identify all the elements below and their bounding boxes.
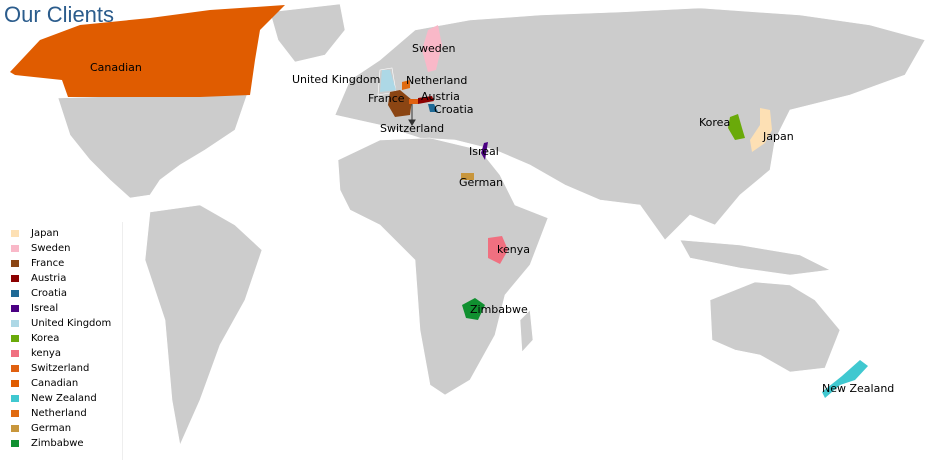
north-america xyxy=(57,91,249,199)
legend-label: Zimbabwe xyxy=(31,438,84,449)
legend-item-croatia[interactable]: Croatia xyxy=(0,286,122,301)
region-newzealand[interactable] xyxy=(822,360,868,398)
legend-swatch xyxy=(11,335,19,342)
region-croatia[interactable] xyxy=(428,104,438,112)
legend-item-france[interactable]: France xyxy=(0,256,122,271)
legend-swatch xyxy=(11,230,19,237)
label-israel: Isreal xyxy=(469,145,499,158)
legend-label: Croatia xyxy=(31,288,67,299)
region-austria[interactable] xyxy=(418,96,434,104)
region-israel[interactable] xyxy=(481,142,488,160)
legend-item-canada[interactable]: Canadian xyxy=(0,376,122,391)
region-german[interactable] xyxy=(461,173,474,180)
label-netherland: Netherland xyxy=(406,74,468,87)
legend-label: Korea xyxy=(31,333,60,344)
label-croatia: Croatia xyxy=(434,103,474,116)
region-switzerland[interactable] xyxy=(409,99,418,104)
legend-swatch xyxy=(11,350,19,357)
label-austria: Austria xyxy=(421,90,460,103)
legend-swatch xyxy=(11,365,19,372)
legend-item-kenya[interactable]: kenya xyxy=(0,346,122,361)
legend-item-uk[interactable]: United Kingdom xyxy=(0,316,122,331)
eurasia xyxy=(334,7,926,241)
legend-item-netherland[interactable]: Netherland xyxy=(0,406,122,421)
legend-item-zimbabwe[interactable]: Zimbabwe xyxy=(0,436,122,451)
legend-item-sweden[interactable]: Sweden xyxy=(0,241,122,256)
legend-swatch xyxy=(11,320,19,327)
indonesia xyxy=(679,239,832,276)
africa xyxy=(337,137,549,396)
region-korea[interactable] xyxy=(728,114,745,140)
region-uk[interactable] xyxy=(380,70,396,92)
region-kenya[interactable] xyxy=(488,236,508,264)
legend-swatch xyxy=(11,395,19,402)
region-france[interactable] xyxy=(388,90,412,117)
legend-swatch xyxy=(11,440,19,447)
legend-label: United Kingdom xyxy=(31,318,112,329)
legend-label: Canadian xyxy=(31,378,79,389)
legend-swatch xyxy=(11,410,19,417)
legend-label: Austria xyxy=(31,273,67,284)
label-korea: Korea xyxy=(699,116,731,129)
legend-swatch xyxy=(11,305,19,312)
south-america xyxy=(144,204,263,447)
label-uk: United Kingdom xyxy=(292,73,381,86)
legend: Japan Sweden France Austria Croatia Isreal Uni… xyxy=(0,222,123,460)
highlighted-countries xyxy=(10,5,868,398)
region-japan[interactable] xyxy=(750,108,772,152)
label-japan: Japan xyxy=(763,130,794,143)
land xyxy=(57,3,926,447)
australia xyxy=(709,281,841,373)
legend-swatch xyxy=(11,425,19,432)
label-german: German xyxy=(459,176,504,189)
legend-label: Netherland xyxy=(31,408,87,419)
label-newzealand: New Zealand xyxy=(822,382,895,395)
legend-label: France xyxy=(31,258,65,269)
legend-swatch xyxy=(11,380,19,387)
label-kenya: kenya xyxy=(497,243,530,256)
legend-label: Switzerland xyxy=(31,363,90,374)
region-zimbabwe[interactable] xyxy=(462,298,485,320)
region-netherland[interactable] xyxy=(402,80,410,90)
switzerland-pointer xyxy=(408,104,416,126)
legend-label: Japan xyxy=(31,228,59,239)
legend-swatch xyxy=(11,290,19,297)
label-france: France xyxy=(368,92,405,105)
label-zimbabwe: Zimbabwe xyxy=(470,303,528,316)
madagascar xyxy=(519,309,534,353)
legend-item-newzealand[interactable]: New Zealand xyxy=(0,391,122,406)
legend-item-korea[interactable]: Korea xyxy=(0,331,122,346)
label-switzerland: Switzerland xyxy=(380,122,445,135)
page-title: Our Clients xyxy=(4,2,115,27)
legend-swatch xyxy=(11,260,19,267)
legend-item-austria[interactable]: Austria xyxy=(0,271,122,286)
label-sweden: Sweden xyxy=(412,42,456,55)
label-canada: Canadian xyxy=(90,61,142,74)
greenland xyxy=(269,3,346,63)
legend-item-switzerland[interactable]: Switzerland xyxy=(0,361,122,376)
legend-swatch xyxy=(11,245,19,252)
legend-label: kenya xyxy=(31,348,61,359)
legend-label: Isreal xyxy=(31,303,59,314)
region-canada[interactable] xyxy=(10,5,285,97)
legend-swatch xyxy=(11,275,19,282)
legend-label: New Zealand xyxy=(31,393,97,404)
legend-label: Sweden xyxy=(31,243,71,254)
legend-item-german[interactable]: German xyxy=(0,421,122,436)
legend-item-israel[interactable]: Isreal xyxy=(0,301,122,316)
legend-item-japan[interactable]: Japan xyxy=(0,226,122,241)
region-sweden[interactable] xyxy=(422,25,442,72)
legend-label: German xyxy=(31,423,72,434)
